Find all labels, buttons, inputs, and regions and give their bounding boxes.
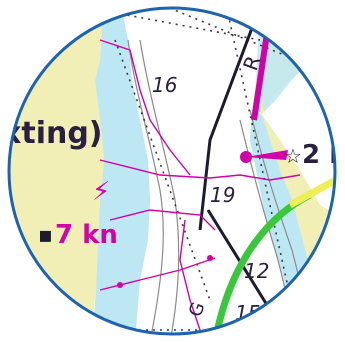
magenta-light-marker [240, 151, 252, 163]
letter-g-label: G [185, 299, 210, 319]
bullet-point: ▪ [38, 223, 53, 248]
land-area-west [9, 8, 104, 334]
sounding: 15 [235, 301, 260, 325]
sounding: 19 [210, 183, 235, 207]
magenta-node [207, 255, 213, 261]
magenta-light-sector [246, 150, 288, 160]
map-frame [7, 6, 337, 336]
light-star-icon: ☆ [284, 144, 302, 168]
height-label: 2 F [302, 140, 345, 170]
magenta-node [117, 282, 123, 288]
current-speed-label: 7 kn [55, 220, 118, 250]
sounding: 12 [244, 259, 269, 283]
sounding: 16 [152, 73, 177, 97]
place-label: xting) [2, 116, 103, 151]
route-yellow [288, 171, 335, 209]
current-arrow-icon: ⚡ [92, 177, 110, 207]
shallow-water-west [92, 8, 150, 334]
